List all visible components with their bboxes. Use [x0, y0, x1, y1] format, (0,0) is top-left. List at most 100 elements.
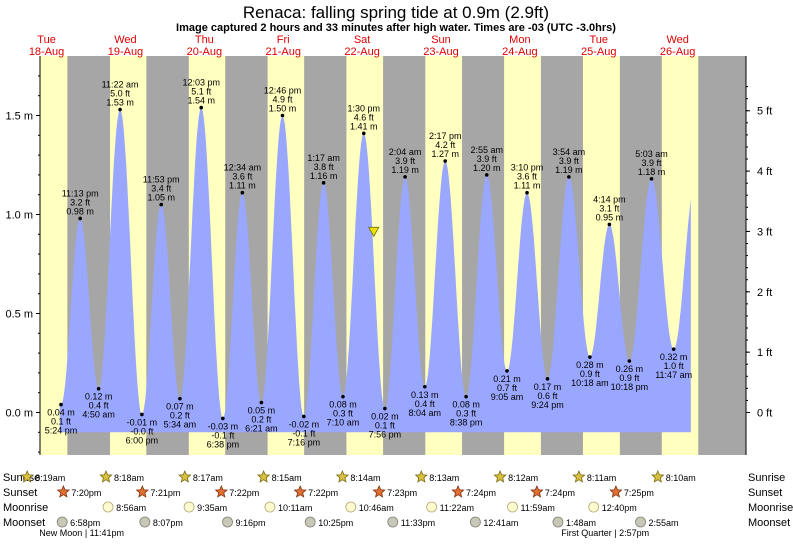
row-label-left: Moonset — [3, 517, 45, 529]
y-tick-label-ft: 0 ft — [757, 408, 772, 420]
tide-point — [178, 396, 182, 401]
moonset-icon — [222, 516, 233, 528]
tide-time: 1:30 pm — [347, 103, 380, 113]
tide-height-m: 0.05 m — [248, 406, 276, 416]
tide-point — [96, 386, 101, 391]
moonrise-time: 11:22am — [440, 503, 474, 513]
sunset-time: 7:22pm — [229, 488, 259, 498]
day-name: Wed — [666, 34, 688, 46]
tide-point — [484, 173, 489, 177]
tide-point — [240, 190, 245, 195]
moonrise-icon — [345, 501, 357, 513]
tide-time: 8:04 am — [409, 408, 442, 418]
moonrise-time: 10:11am — [278, 503, 312, 513]
tide-height-ft: 0.9 ft — [619, 373, 640, 383]
day-name: Tue — [37, 34, 56, 46]
tide-time: 5:03 am — [635, 149, 668, 159]
tide-point — [525, 190, 529, 195]
moonset-time: 8:07pm — [153, 518, 183, 528]
moonrise-time: 11:59am — [521, 503, 555, 513]
sunset-time: 7:20pm — [71, 488, 101, 498]
day-date: 23-Aug — [423, 46, 458, 58]
moonset-time: 11:33pm — [401, 518, 435, 528]
tide-height-ft: 5.0 ft — [110, 89, 131, 99]
sunset-time: 7:24pm — [466, 488, 496, 498]
sunset-icon — [372, 484, 386, 498]
tide-time: 3:54 am — [553, 147, 586, 157]
tide-height-m: -0.02 m — [289, 419, 320, 429]
tide-height-ft: 0.2 ft — [251, 415, 272, 425]
tide-point — [627, 359, 632, 363]
sunrise-time: 8:18am — [114, 473, 144, 483]
tide-time: 1:17 am — [307, 153, 340, 163]
moonrise-time: 9:35am — [197, 503, 227, 513]
tide-time: 5:24 pm — [45, 426, 78, 436]
tide-point — [59, 402, 63, 407]
tide-point — [567, 175, 571, 179]
sunset-icon — [135, 484, 149, 498]
moonset-time: 2:55am — [649, 518, 679, 528]
tide-height-ft: 0.2 ft — [170, 411, 191, 421]
tide-height-ft: 3.9 ft — [559, 156, 580, 166]
day-date: 20-Aug — [187, 46, 222, 58]
sunrise-icon — [178, 469, 192, 483]
tide-height-ft: 0.6 ft — [537, 391, 558, 401]
sunrise-time: 8:19am — [35, 473, 65, 483]
tide-time: 10:18 am — [571, 378, 609, 388]
tide-time: 4:14 pm — [593, 194, 626, 204]
sunset-icon — [56, 484, 71, 498]
day-date: 26-Aug — [660, 46, 695, 58]
day-name: Tue — [590, 34, 609, 46]
tide-height-m: 1.18 m — [638, 167, 666, 177]
tide-height-ft: 3.8 ft — [314, 162, 335, 172]
moon-phase-label: New Moon | 11:41pm — [39, 528, 124, 538]
tide-height-ft: 5.1 ft — [191, 87, 212, 97]
tide-point — [383, 406, 387, 411]
tide-height-m: 0.13 m — [411, 390, 439, 400]
moonset-time: 6:58pm — [70, 518, 100, 528]
moonrise-time: 10:46am — [359, 503, 394, 513]
tide-area — [59, 107, 691, 433]
y-tick-label-ft: 5 ft — [757, 106, 772, 118]
tide-height-ft: 1.0 ft — [664, 361, 685, 371]
sunset-time: 7:21pm — [150, 488, 180, 498]
moonrise-icon — [507, 501, 518, 513]
current-tide-marker — [368, 226, 380, 238]
y-tick-label-ft: 2 ft — [757, 287, 772, 299]
tide-height-m: 0.95 m — [596, 212, 624, 222]
tide-point — [588, 355, 592, 359]
tide-point — [403, 175, 407, 179]
row-label-right: Sunset — [748, 487, 782, 499]
tide-height-m: 0.04 m — [47, 408, 75, 418]
tide-height-ft: -0.1 ft — [292, 428, 316, 438]
sunset-time: 7:25pm — [624, 488, 654, 498]
row-label-right: Moonset — [748, 517, 790, 529]
tide-time: 2:04 am — [389, 147, 422, 157]
y-tick-label-ft: 4 ft — [757, 166, 772, 178]
sunrise-time: 8:14am — [350, 473, 380, 483]
tide-time: 12:46 pm — [264, 86, 302, 96]
moonrise-time: 8:56am — [116, 503, 146, 513]
day-date: 22-Aug — [344, 46, 379, 58]
tide-point — [140, 412, 144, 417]
tide-height-m: 0.26 m — [616, 364, 644, 374]
tide-time: 11:47 am — [655, 370, 692, 380]
tide-height-ft: 3.6 ft — [517, 172, 538, 182]
tide-point — [464, 394, 468, 399]
sunrise-time: 8:12am — [508, 473, 538, 483]
moonset-icon — [635, 516, 646, 528]
tide-point — [361, 131, 366, 136]
tide-height-m: 1.16 m — [310, 171, 338, 181]
sunrise-time: 8:17am — [193, 473, 223, 483]
tide-height-m: 1.27 m — [431, 149, 459, 159]
sunrise-icon — [651, 469, 665, 483]
tide-height-ft: 4.2 ft — [435, 140, 456, 150]
row-label-left: Sunset — [3, 487, 37, 499]
chart-title: Renaca: falling spring tide at 0.9m (2.9… — [243, 3, 549, 22]
tide-height-ft: 3.2 ft — [70, 197, 91, 207]
tide-time: 11:22 am — [102, 80, 139, 90]
tide-time: 6:00 pm — [126, 435, 159, 445]
sunset-icon — [451, 484, 465, 498]
